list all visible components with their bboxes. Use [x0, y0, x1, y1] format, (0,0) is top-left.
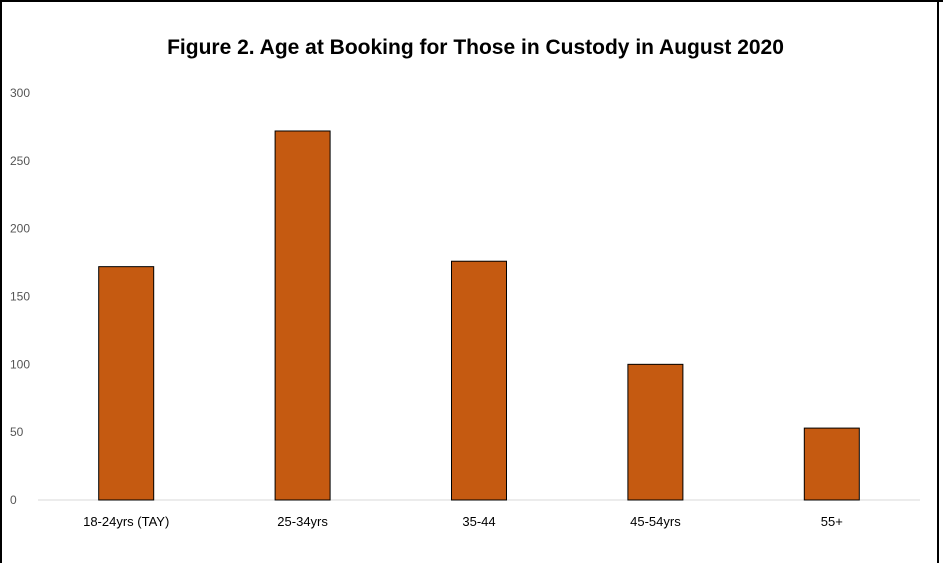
bar-4 — [803, 427, 860, 501]
bar-1 — [274, 130, 331, 501]
chart-title: Figure 2. Age at Booking for Those in Cu… — [167, 36, 784, 59]
x-axis-labels: 18-24yrs (TAY) 25-34yrs 35-44 45-54yrs 55+ — [83, 514, 843, 529]
bar-3 — [627, 363, 684, 501]
y-tick-label: 0 — [10, 493, 17, 507]
bar-2 — [451, 260, 507, 501]
y-tick-label: 50 — [10, 425, 24, 439]
x-category-label: 35-44 — [462, 514, 495, 529]
bar-series — [98, 130, 860, 501]
x-category-label: 45-54yrs — [630, 514, 681, 529]
y-tick-label: 100 — [10, 357, 30, 371]
y-axis-ticks: 0 50 100 150 200 250 300 — [10, 86, 30, 507]
bar-0 — [98, 266, 155, 501]
y-tick-label: 250 — [10, 154, 30, 168]
x-category-label: 25-34yrs — [277, 514, 328, 529]
y-tick-label: 300 — [10, 86, 30, 100]
y-tick-label: 150 — [10, 290, 30, 304]
x-category-label: 18-24yrs (TAY) — [83, 514, 169, 529]
x-category-label: 55+ — [821, 514, 843, 529]
y-tick-label: 200 — [10, 222, 30, 236]
